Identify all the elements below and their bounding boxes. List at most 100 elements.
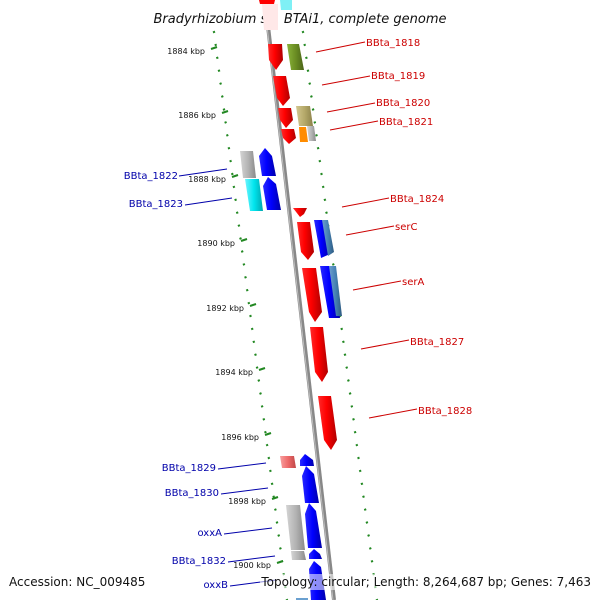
gene-top-cut-cyan (280, 0, 292, 10)
ruler-dot (277, 534, 281, 537)
gene-arrow-bbta-1821-red[interactable] (281, 129, 296, 144)
gene-arrow-sera-red[interactable] (302, 268, 322, 322)
topology-text: Topology: circular; Length: 8,264,687 bp… (260, 575, 591, 589)
gene-label-bbta-1828[interactable]: BBta_1828 (418, 406, 472, 417)
ruler-dot (318, 159, 322, 163)
ruler-dot (222, 108, 226, 111)
kbp-tick (271, 496, 279, 500)
gene-label-bbta-1819[interactable]: BBta_1819 (371, 71, 425, 82)
gene-arrow-bbta-1818[interactable] (287, 44, 304, 70)
gene-arrow-sera-steel[interactable] (329, 266, 342, 316)
kbp-tick (258, 367, 266, 371)
ruler-dot (303, 43, 307, 47)
gene-arrow-bbta-1828[interactable] (318, 396, 337, 450)
gene-arrow-bbta-1821-gray[interactable] (307, 126, 316, 141)
gene-label-serc[interactable]: serC (395, 222, 417, 233)
ruler-dot (362, 495, 365, 499)
gene-arrow-bbta-1830[interactable] (302, 466, 319, 503)
leader-line (352, 280, 402, 291)
footer-backdrop (260, 574, 594, 590)
ruler-dot (269, 469, 272, 473)
ruler-dot (250, 327, 254, 331)
gene-arrow-oxxa[interactable] (286, 505, 305, 550)
kbp-tick (221, 110, 229, 114)
gene-arrow-bbta-1829-blue[interactable] (300, 454, 314, 466)
gene-label-bbta-1829[interactable]: BBta_1829 (162, 463, 216, 474)
ruler-dot (360, 482, 364, 486)
gene-arrow-bbta-1822[interactable] (240, 151, 256, 178)
gene-label-bbta-1823[interactable]: BBta_1823 (129, 199, 183, 210)
ruler-dot (227, 146, 231, 150)
gene-arrow-serc-steel[interactable] (322, 220, 334, 256)
ruler-dot (308, 82, 312, 85)
gene-arrow-bbta-1822-blue[interactable] (259, 148, 276, 176)
gene-arrow-bbta-1818-red[interactable] (268, 44, 283, 70)
ruler-dot (235, 211, 239, 215)
ruler-dot (279, 547, 282, 550)
ruler-dot (245, 288, 249, 292)
gene-arrow-bbta-1821[interactable] (299, 127, 308, 142)
ruler-dot (249, 314, 252, 318)
ruler-dot (301, 30, 305, 34)
ruler-dot (264, 430, 267, 434)
gene-label-bbta-1822[interactable]: BBta_1822 (124, 171, 178, 182)
ruler-dot (345, 366, 349, 369)
ruler-dot (316, 146, 320, 150)
gene-arrow-bbta-1820[interactable] (296, 106, 313, 126)
gene-label-bbta-1821[interactable]: BBta_1821 (379, 117, 433, 128)
ruler-dot (244, 275, 247, 279)
ruler-dot (214, 43, 218, 47)
ruler-dot (340, 327, 344, 331)
ruler-dot (321, 185, 325, 189)
gene-label-bbta-1827[interactable]: BBta_1827 (410, 337, 464, 348)
kbp-label: 1888 kbp (188, 175, 226, 184)
gene-arrow-bbta-1823-blue[interactable] (263, 177, 281, 210)
kbp-label: 1898 kbp (228, 497, 266, 506)
ruler-dot (267, 456, 271, 460)
ruler-dot (342, 340, 345, 344)
gene-arrow-bbta-1832[interactable] (291, 551, 306, 560)
ruler-dot (311, 108, 315, 111)
kbp-tick (240, 238, 248, 242)
gene-label-bbta-1824[interactable]: BBta_1824 (390, 194, 444, 205)
ruler-dot (323, 198, 327, 202)
gene-arrow-bbta-1824[interactable] (293, 208, 307, 217)
ruler-dot (363, 508, 367, 511)
gene-label-oxxb[interactable]: oxxB (203, 580, 228, 591)
ruler-dot (275, 521, 279, 524)
gene-label-sera[interactable]: serA (402, 277, 424, 288)
gene-arrow-oxxa-blue[interactable] (305, 503, 322, 548)
ruler-dot (367, 534, 370, 537)
gene-arrow-bbta-1832-blue[interactable] (309, 549, 322, 559)
gene-label-bbta-1830[interactable]: BBta_1830 (165, 488, 219, 499)
kbp-tick (276, 560, 284, 564)
gene-label-oxxa[interactable]: oxxA (198, 528, 223, 539)
gene-arrow-serc[interactable] (314, 220, 330, 258)
kbp-label: 1890 kbp (197, 239, 235, 248)
ruler-dot (262, 417, 266, 421)
leader-line (326, 102, 376, 113)
leader-line (321, 75, 371, 86)
leader-line (217, 462, 267, 470)
gene-arrow-bbta-1823[interactable] (245, 179, 263, 211)
accession-text: Accession: NC_009485 (9, 575, 145, 589)
gene-label-bbta-1832[interactable]: BBta_1832 (172, 556, 226, 567)
gene-arrow-bbta-1827[interactable] (310, 327, 328, 382)
gene-label-bbta-1820[interactable]: BBta_1820 (376, 98, 430, 109)
kbp-tick (264, 432, 272, 436)
leader-line (184, 197, 233, 206)
gene-label-bbta-1818[interactable]: BBta_1818 (366, 38, 420, 49)
gene-arrow-bbta-1819[interactable] (273, 76, 290, 106)
kbp-label: 1884 kbp (167, 47, 205, 56)
gene-top-cut-red (259, 0, 275, 4)
ruler-dot (239, 237, 242, 240)
gene-arrow-bbta-1820-red[interactable] (278, 108, 293, 128)
ruler-dot (310, 95, 313, 98)
gene-arrow-bbta-1829[interactable] (280, 456, 296, 468)
ruler-dot (217, 69, 221, 73)
ruler-dot (348, 392, 352, 395)
leader-line (227, 555, 276, 563)
ruler-dot (370, 559, 374, 563)
gene-arrow-serc-red[interactable] (297, 222, 314, 260)
ruler-dot (343, 353, 347, 357)
